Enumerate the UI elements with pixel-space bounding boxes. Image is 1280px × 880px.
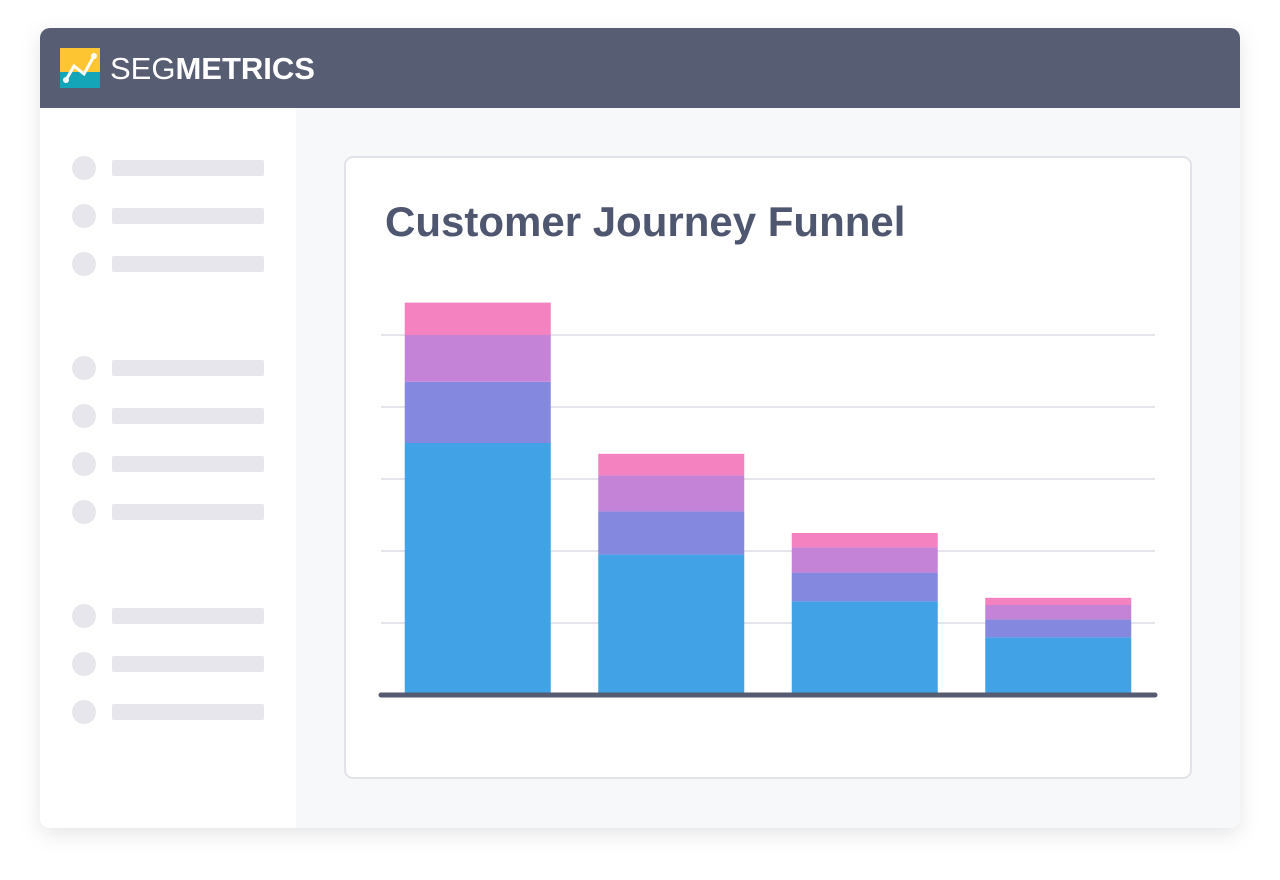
bar-segment — [404, 443, 551, 695]
menu-label-placeholder — [112, 504, 264, 520]
logo-icon — [60, 48, 100, 88]
bar-segment — [791, 601, 938, 695]
bar-segment — [791, 533, 938, 548]
menu-icon — [72, 652, 96, 676]
menu-icon — [72, 356, 96, 380]
bar-segment — [985, 605, 1132, 620]
bars — [404, 302, 1132, 695]
menu-item[interactable] — [72, 252, 264, 276]
menu-label-placeholder — [112, 408, 264, 424]
header-bar — [40, 28, 1240, 108]
menu-label-placeholder — [112, 656, 264, 672]
logo-text: SEGMETRICS — [110, 51, 315, 86]
menu-icon — [72, 700, 96, 724]
menu-item[interactable] — [72, 156, 264, 180]
menu-label-placeholder — [112, 160, 264, 176]
chart-title: Customer Journey Funnel — [385, 198, 905, 245]
menu-label-placeholder — [112, 704, 264, 720]
menu-item[interactable] — [72, 500, 264, 524]
menu-item[interactable] — [72, 356, 264, 380]
menu-icon — [72, 156, 96, 180]
menu-icon — [72, 500, 96, 524]
sidebar-menu — [72, 156, 264, 724]
plot — [378, 302, 1158, 698]
bar-segment — [791, 572, 938, 602]
bar-segment — [985, 597, 1132, 605]
menu-label-placeholder — [112, 360, 264, 376]
bar-segment — [791, 547, 938, 573]
menu-item[interactable] — [72, 404, 264, 428]
menu-icon — [72, 604, 96, 628]
logo-light: SEG — [110, 51, 175, 86]
bar-segment — [985, 619, 1132, 638]
menu-label-placeholder — [112, 608, 264, 624]
bar-segment — [598, 453, 745, 476]
menu-item[interactable] — [72, 652, 264, 676]
bar-segment — [598, 511, 745, 555]
bar-segment — [404, 302, 551, 335]
bar-segment — [985, 637, 1132, 695]
menu-icon — [72, 404, 96, 428]
menu-item[interactable] — [72, 700, 264, 724]
menu-item[interactable] — [72, 604, 264, 628]
menu-item[interactable] — [72, 204, 264, 228]
menu-label-placeholder — [112, 456, 264, 472]
menu-icon — [72, 204, 96, 228]
menu-label-placeholder — [112, 256, 264, 272]
bar-segment — [404, 381, 551, 443]
bar-segment — [598, 475, 745, 512]
logo-bold: METRICS — [175, 51, 315, 86]
menu-item[interactable] — [72, 452, 264, 476]
bar-segment — [404, 335, 551, 382]
menu-label-placeholder — [112, 208, 264, 224]
menu-icon — [72, 252, 96, 276]
menu-icon — [72, 452, 96, 476]
bar-segment — [598, 554, 745, 695]
